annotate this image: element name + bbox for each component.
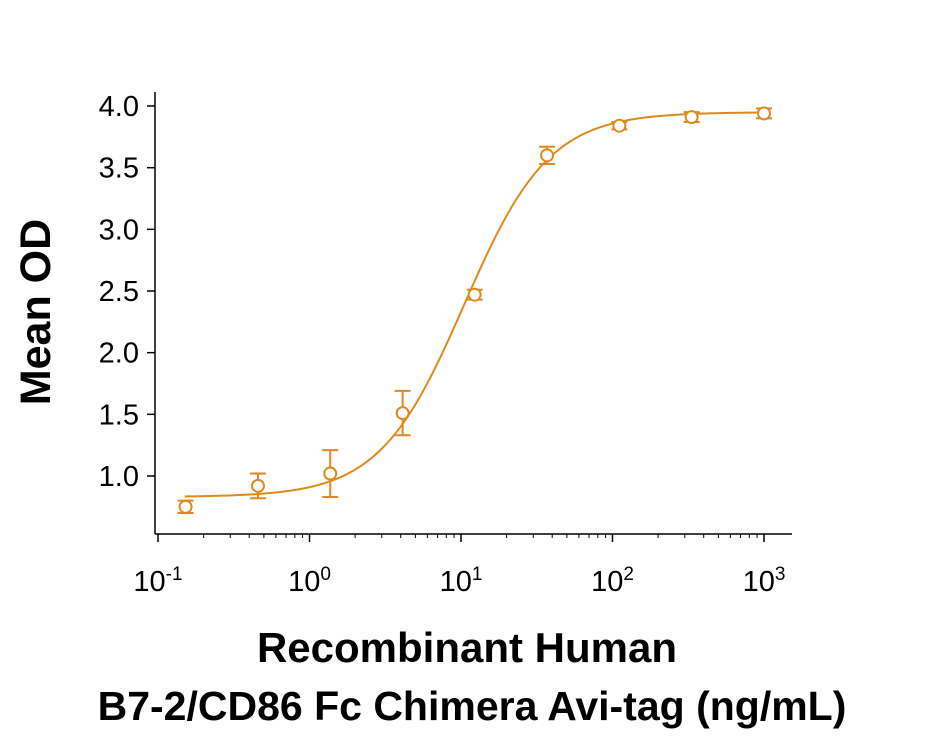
y-tick-label: 2.0 bbox=[99, 338, 139, 370]
y-tick-label: 4.0 bbox=[99, 91, 139, 123]
x-tick-label: 101 bbox=[440, 564, 483, 598]
data-point bbox=[757, 106, 771, 121]
x-tick-label: 100 bbox=[288, 564, 331, 598]
x-axis-title-line-1: Recombinant Human bbox=[257, 624, 677, 671]
data-point bbox=[178, 499, 193, 514]
data-point bbox=[612, 118, 627, 133]
x-tick-label: 102 bbox=[591, 564, 634, 598]
data-point bbox=[467, 287, 482, 302]
tick-labels-layer: 1.0 1.5 2.0 2.5 3.0 3.5 4.0 10-1 100 101 102 103 bbox=[99, 91, 786, 598]
data-point bbox=[395, 406, 410, 421]
y-axis-title: Mean OD bbox=[12, 219, 60, 405]
x-tick-label: 10-1 bbox=[133, 564, 182, 598]
y-tick-label: 1.5 bbox=[99, 399, 139, 431]
fit-curve bbox=[184, 111, 765, 498]
axes bbox=[147, 92, 792, 542]
data-point bbox=[684, 110, 699, 125]
data-point bbox=[540, 148, 555, 163]
x-tick-label: 103 bbox=[743, 564, 786, 598]
data-points-layer bbox=[177, 106, 772, 514]
data-point bbox=[323, 466, 338, 481]
fit-curve-layer bbox=[184, 111, 765, 498]
y-tick-label: 3.0 bbox=[99, 214, 139, 246]
y-tick-label: 3.5 bbox=[99, 153, 139, 185]
y-tick-label: 2.5 bbox=[99, 276, 139, 308]
x-axis-title-line-2: B7-2/CD86 Fc Chimera Avi-tag (ng/mL) bbox=[98, 683, 847, 729]
y-tick-label: 1.0 bbox=[99, 461, 139, 493]
data-point bbox=[250, 478, 265, 493]
